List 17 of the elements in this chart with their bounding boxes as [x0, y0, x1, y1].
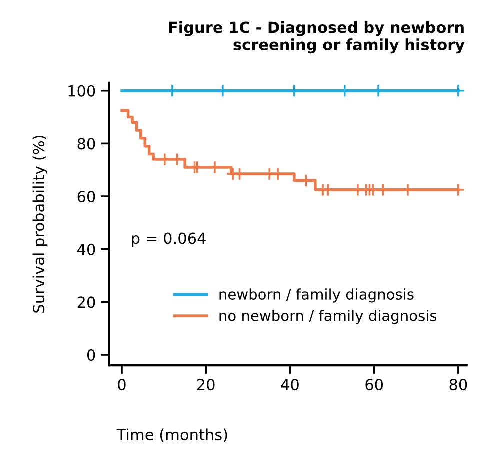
legend-label: no newborn / family diagnosis [220, 310, 437, 324]
annotation: p = 0.064 [132, 232, 206, 248]
x-axis-title: Time (months) [116, 428, 228, 442]
y-axis-title: Survival probability (%) [32, 136, 48, 313]
legend-label: newborn / family diagnosis [220, 288, 414, 303]
y-tick-label: 100 [68, 85, 96, 97]
y-tick-label: 40 [77, 244, 96, 256]
y-tick-label: 60 [78, 190, 96, 203]
chart-title: Figure 1C - Diagnosed by newborn screening or family history [169, 21, 465, 54]
x-tick-label: 20 [198, 379, 215, 391]
x-tick-label: 80 [450, 379, 468, 391]
x-tick-label: 0 [118, 379, 126, 391]
y-tick-label: 0 [87, 349, 96, 362]
x-tick-label: 40 [281, 379, 299, 391]
y-tick-label: 80 [78, 138, 96, 150]
y-tick-label: 20 [78, 296, 96, 308]
x-tick-label: 60 [366, 379, 384, 391]
